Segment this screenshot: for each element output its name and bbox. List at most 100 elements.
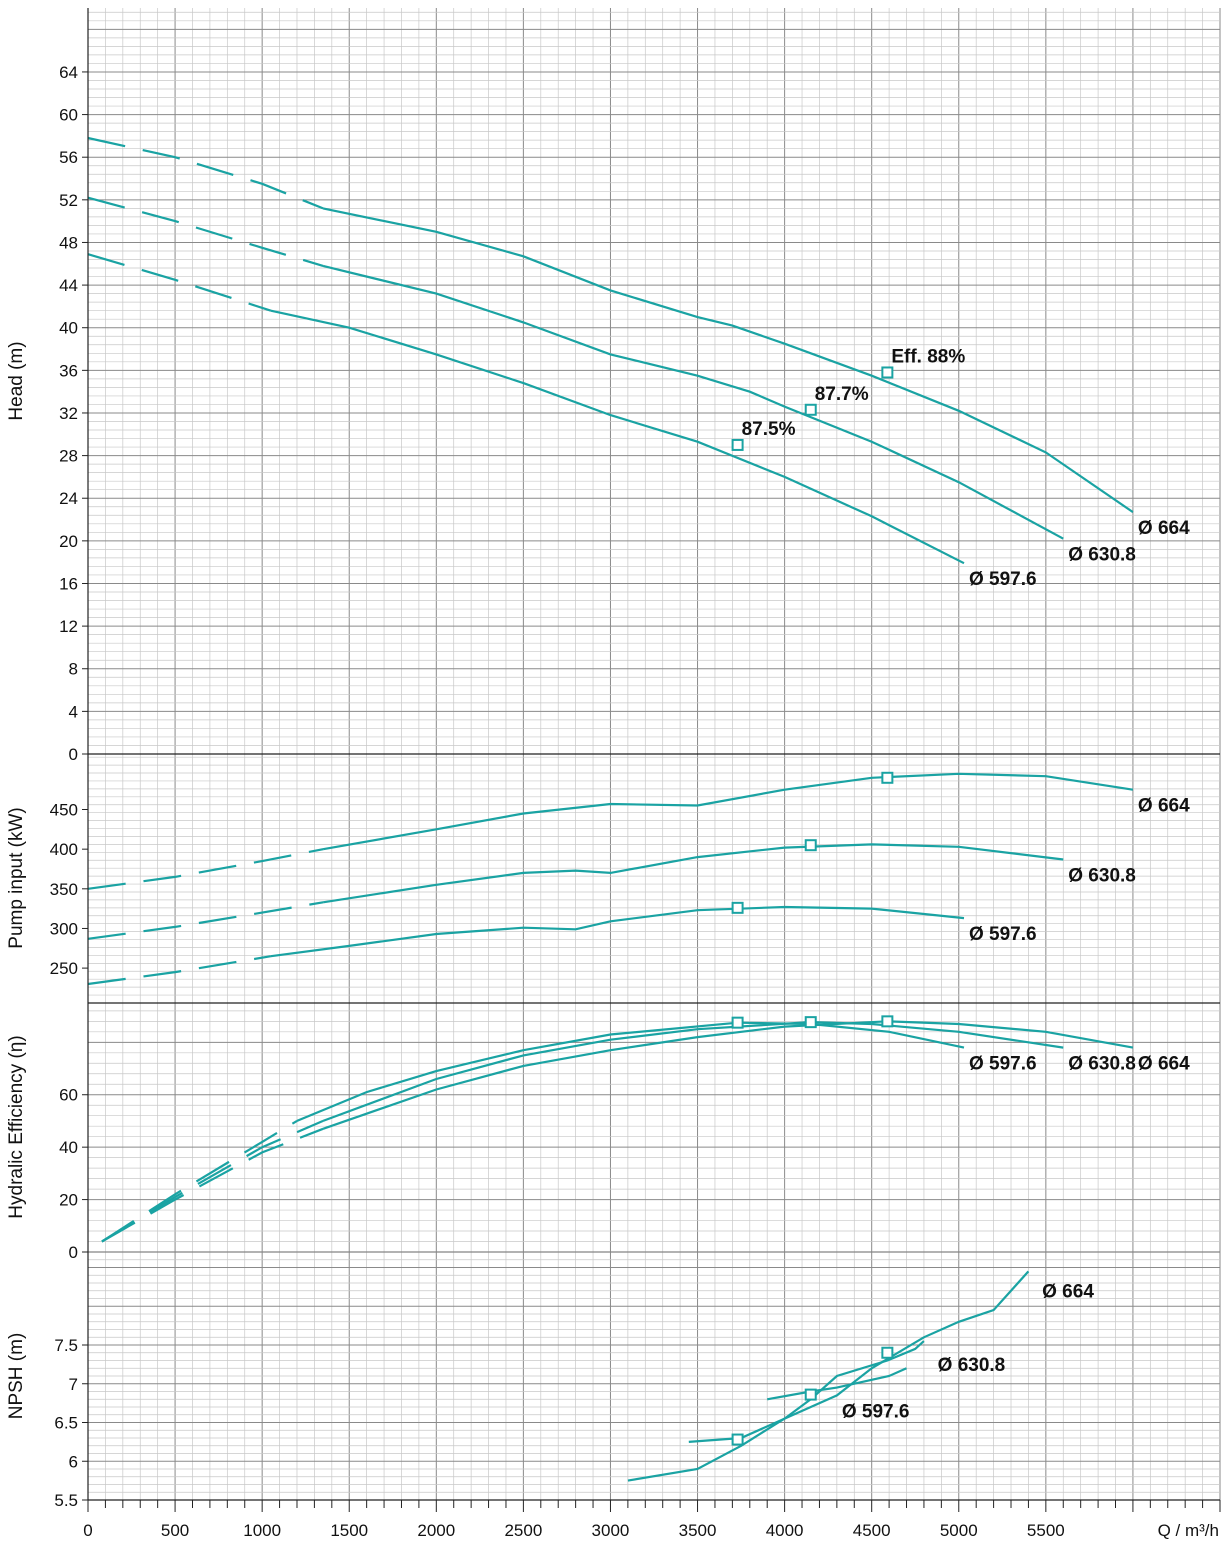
series-line [688, 1340, 925, 1443]
y-tick-label: 7 [69, 1375, 78, 1394]
duty-point-marker [881, 1015, 894, 1028]
duty-point-marker [804, 403, 817, 416]
series-line [322, 772, 1134, 851]
x-tick-label: 5000 [940, 1521, 978, 1540]
diameter-label: Ø 597.6 [969, 924, 1037, 945]
duty-point-marker [881, 1346, 894, 1359]
diameter-label: Ø 597.6 [842, 1401, 910, 1422]
y-tick-label: 48 [59, 233, 78, 252]
y-tick-label: 250 [50, 959, 78, 978]
y-tick-label: 5.5 [54, 1491, 78, 1510]
x-tick-label: 3000 [592, 1521, 630, 1540]
panel-power: 250 300 350 400 450 Pump input (kW) Ø 664 Ø 630… [6, 756, 1220, 1004]
duty-point-marker [804, 1016, 817, 1029]
y-tick-label: 350 [50, 880, 78, 899]
series-line-dashed [101, 1119, 324, 1243]
x-axis-label: Q / m³/h [1158, 1521, 1219, 1540]
series-line-dashed [101, 1119, 298, 1243]
series-line-dashed [101, 1127, 324, 1243]
y-tick-label: 6 [69, 1452, 78, 1471]
series-line-dashed [87, 136, 324, 210]
duty-point-marker [804, 839, 817, 852]
x-tick-label: 2500 [504, 1521, 542, 1540]
x-tick-label: 4000 [766, 1521, 804, 1540]
duty-point-marker [731, 1433, 744, 1446]
series-line [322, 843, 1064, 904]
y-tick-label: 56 [59, 148, 78, 167]
series-line [627, 1270, 1030, 1482]
y-tick-label: 52 [59, 191, 78, 210]
duty-point-marker [804, 1388, 817, 1401]
series-line [322, 1020, 1134, 1130]
y-tick-label: 400 [50, 840, 78, 859]
x-tick-label: 2000 [417, 1521, 455, 1540]
diameter-label: Ø 597.6 [969, 569, 1037, 590]
duty-point-marker [731, 1016, 744, 1029]
x-tick-label: 5500 [1027, 1521, 1065, 1540]
x-tick-label: 1500 [330, 1521, 368, 1540]
series-line-dashed [87, 253, 272, 312]
y-tick-label: 0 [69, 1243, 78, 1262]
y-tick-label: 20 [59, 532, 78, 551]
x-tick-label: 4500 [853, 1521, 891, 1540]
y-tick-label: 64 [59, 63, 78, 82]
y-tick-label: 44 [59, 276, 78, 295]
duty-point-marker [881, 771, 894, 784]
duty-point-marker [731, 901, 744, 914]
x-tick-label: 3500 [679, 1521, 717, 1540]
y-tick-label: 32 [59, 404, 78, 423]
series-line [270, 309, 965, 565]
duty-point-marker [881, 366, 894, 379]
diameter-label: Ø 630.8 [1068, 1054, 1136, 1075]
efficiency-point-label: 87.7% [815, 384, 869, 405]
y-tick-label: 6.5 [54, 1414, 78, 1433]
y-axis-label: NPSH (m) [6, 1333, 27, 1420]
efficiency-point-label: Eff. 88% [891, 346, 965, 367]
horizontal-grid [88, 756, 1220, 1004]
y-axis-label: Hydralic Efficiency (η) [6, 1035, 27, 1218]
y-tick-label: 7.5 [54, 1336, 78, 1355]
diameter-label: Ø 664 [1138, 796, 1190, 817]
x-tick-label: 1000 [243, 1521, 281, 1540]
diameter-label: Ø 630.8 [938, 1355, 1006, 1376]
series-line [270, 905, 965, 958]
y-tick-label: 24 [59, 489, 78, 508]
diameter-label: Ø 630.8 [1068, 545, 1136, 566]
diameter-label: Ø 664 [1042, 1281, 1094, 1302]
series-line [767, 1367, 907, 1401]
series-line-dashed [87, 901, 324, 940]
diameter-label: Ø 664 [1138, 518, 1190, 539]
y-tick-label: 60 [59, 106, 78, 125]
diameter-label: Ø 664 [1138, 1054, 1190, 1075]
y-tick-label: 60 [59, 1086, 78, 1105]
y-tick-label: 28 [59, 447, 78, 466]
series-line [322, 1020, 1064, 1122]
y-tick-label: 40 [59, 1138, 78, 1157]
x-axis: 0 500 1000 1500 2000 2500 3000 3500 4000 4500 5000… [83, 1500, 1221, 1540]
y-tick-label: 36 [59, 361, 78, 380]
panel-efficiency: 0 20 40 60 Hydralic Efficiency (η) Ø 597.6 Ø 6… [6, 1010, 1220, 1262]
series-line-dashed [87, 955, 272, 986]
y-tick-label: 0 [69, 745, 78, 764]
diameter-label: Ø 630.8 [1068, 865, 1136, 886]
efficiency-point-label: 87.5% [742, 419, 796, 440]
x-tick-label: 0 [83, 1521, 92, 1540]
y-tick-label: 4 [69, 702, 78, 721]
horizontal-grid [88, 11, 1220, 755]
panel-npsh: 5.5 6 6.5 7 7.5 NPSH (m) Ø 664 Ø 630.8 Ø 597.6 [6, 1251, 1220, 1510]
series-line [322, 207, 1134, 514]
series-line-dashed [87, 196, 324, 267]
series-line [296, 1021, 965, 1122]
y-axis-label: Pump input (kW) [6, 807, 27, 948]
y-tick-label: 450 [50, 801, 78, 820]
horizontal-grid [88, 1010, 1220, 1253]
x-tick-label: 500 [161, 1521, 189, 1540]
series-line [322, 264, 1064, 540]
y-tick-label: 16 [59, 574, 78, 593]
duty-point-marker [731, 438, 744, 451]
y-tick-label: 40 [59, 319, 78, 338]
diameter-label: Ø 597.6 [969, 1054, 1037, 1075]
